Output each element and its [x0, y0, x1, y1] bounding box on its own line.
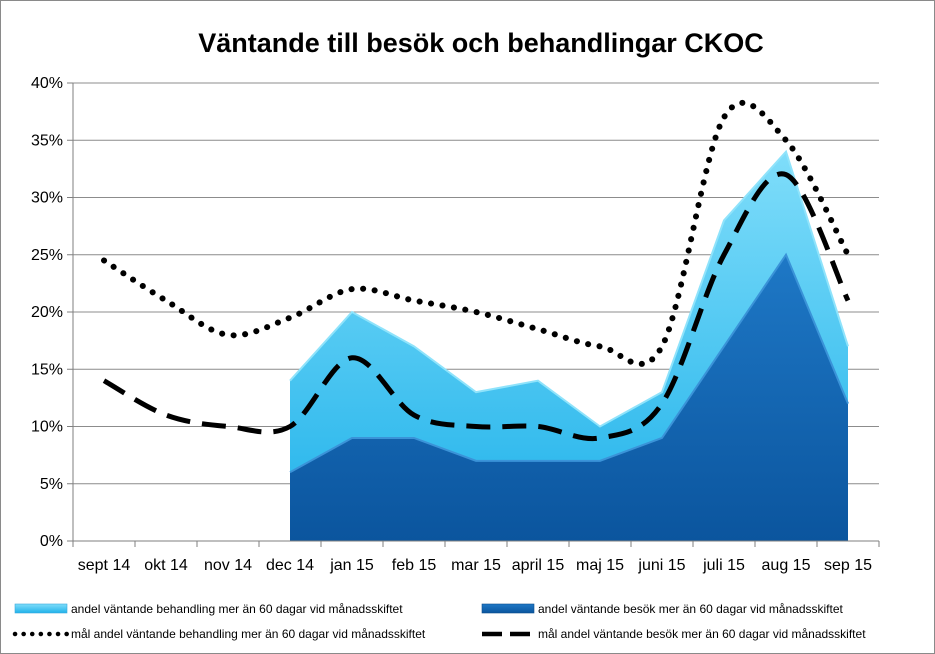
x-tick-label: aug 15: [762, 557, 811, 574]
legend-label-mal-besok: mål andel väntande besök mer än 60 dagar…: [538, 627, 866, 641]
x-tick-label: sep 15: [824, 557, 872, 574]
x-tick-label: mar 15: [451, 557, 501, 574]
y-tick-label: 10%: [31, 419, 63, 436]
chart-title: Väntande till besök och behandlingar CKO…: [198, 28, 764, 58]
areas: [289, 149, 849, 541]
y-tick-label: 20%: [31, 304, 63, 321]
area-edge-besok: [289, 252, 849, 474]
y-tick-label: 25%: [31, 247, 63, 264]
target-lines: [101, 99, 851, 442]
x-tick-label: juni 15: [637, 557, 685, 574]
x-tick-label: juli 15: [702, 557, 745, 574]
y-tick-labels: 0% 5% 10% 15% 20% 25% 30% 35% 40%: [31, 75, 63, 550]
x-tick-label: okt 14: [144, 557, 188, 574]
legend: andel väntande behandling mer än 60 daga…: [12, 602, 866, 641]
x-tick-label: sept 14: [78, 557, 131, 574]
y-tick-label: 35%: [31, 132, 63, 149]
legend-swatch-behandling: [14, 603, 68, 614]
y-tick-label: 40%: [31, 75, 63, 92]
line-mal-behandling: [101, 99, 851, 367]
legend-label-mal-behandling: mål andel väntande behandling mer än 60 …: [71, 627, 426, 641]
x-tick-label: jan 15: [329, 557, 374, 574]
y-tick-label: 15%: [31, 361, 63, 378]
legend-label-besok: andel väntande besök mer än 60 dagar vid…: [538, 602, 844, 616]
area-edge-behandling: [289, 149, 849, 428]
x-tick-labels: sept 14 okt 14 nov 14 dec 14 jan 15 feb 15 mar…: [78, 557, 872, 574]
legend-label-behandling: andel väntande behandling mer än 60 daga…: [71, 602, 403, 616]
x-tick-label: dec 14: [266, 557, 314, 574]
x-tick-label: maj 15: [576, 557, 624, 574]
y-tick-label: 30%: [31, 190, 63, 207]
x-tick-label: april 15: [512, 557, 565, 574]
line-mal-besok: [102, 171, 851, 442]
axes: [67, 82, 880, 547]
legend-swatch-besok: [481, 603, 535, 614]
x-tick-label: feb 15: [392, 557, 437, 574]
x-tick-label: nov 14: [204, 557, 252, 574]
y-tick-label: 0%: [40, 533, 63, 550]
y-tick-label: 5%: [40, 476, 63, 493]
area-besok: [290, 254, 848, 541]
